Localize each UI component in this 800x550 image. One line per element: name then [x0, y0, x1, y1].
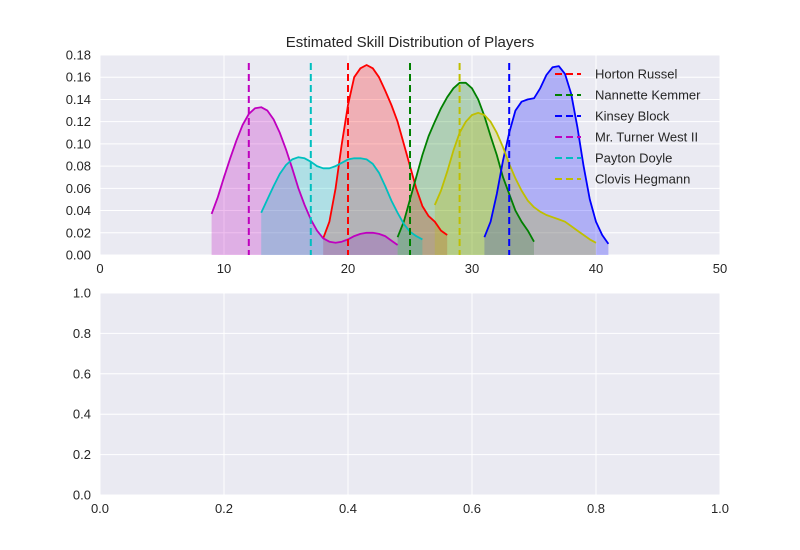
y-tick-label: 0.6 [73, 366, 91, 381]
y-tick-label: 0.12 [66, 114, 91, 129]
y-tick-label: 0.0 [73, 488, 91, 503]
x-tick-label: 0 [96, 261, 103, 276]
x-tick-label: 0.2 [215, 501, 233, 516]
legend-label: Clovis Hegmann [595, 172, 690, 187]
y-tick-label: 0.08 [66, 159, 91, 174]
x-tick-label: 1.0 [711, 501, 729, 516]
top-subplot: 0 10 20 30 40 50 0.00 0.02 0.04 0.06 0.08 0.10 0.12… [66, 34, 728, 276]
series-line-horton-russel [322, 64, 448, 239]
legend-item: Clovis Hegmann [555, 172, 690, 187]
x-tick-label: 0.4 [339, 501, 357, 516]
y-tick-label: 1.0 [73, 286, 91, 301]
y-tick-label: 0.16 [66, 70, 91, 85]
series-line-clovis-hegmann [433, 111, 597, 244]
series-area-payton-doyle [261, 157, 423, 255]
legend-label: Payton Doyle [595, 151, 672, 166]
legend-item: Payton Doyle [555, 151, 672, 166]
legend-item: Nannette Kemmer [555, 88, 701, 103]
y-tick-label: 0.06 [66, 181, 91, 196]
legend-label: Nannette Kemmer [595, 88, 701, 103]
legend-label: Kinsey Block [595, 109, 670, 124]
legend-item: Horton Russel [555, 67, 677, 82]
x-tick-label: 30 [465, 261, 479, 276]
y-tick-label: 0.2 [73, 447, 91, 462]
series-area-clovis-hegmann [434, 112, 596, 255]
series-area-mr-turner-west-ii [211, 107, 398, 255]
bottom-y-tick-labels: 0.0 0.2 0.4 0.6 0.8 1.0 [73, 286, 91, 503]
legend-label: Mr. Turner West II [595, 130, 698, 145]
y-tick-label: 0.00 [66, 248, 91, 263]
bottom-x-tick-labels: 0.0 0.2 0.4 0.6 0.8 1.0 [91, 501, 729, 516]
series-area-nannette-kemmer [397, 82, 534, 255]
y-tick-label: 0.04 [66, 203, 91, 218]
bottom-plot-area [100, 293, 720, 495]
top-mean-lines [247, 63, 511, 255]
legend-item: Mr. Turner West II [555, 130, 698, 145]
top-series-group [210, 64, 610, 255]
series-line-nannette-kemmer [396, 81, 535, 243]
series-line-payton-doyle [260, 156, 423, 241]
x-tick-label: 10 [217, 261, 231, 276]
x-tick-label: 0.0 [91, 501, 109, 516]
x-tick-label: 0.8 [587, 501, 605, 516]
series-line-mr-turner-west-ii [210, 106, 399, 246]
x-tick-label: 0.6 [463, 501, 481, 516]
legend-item: Kinsey Block [555, 109, 670, 124]
y-tick-label: 0.14 [66, 92, 91, 107]
x-tick-label: 40 [589, 261, 603, 276]
y-tick-label: 0.10 [66, 136, 91, 151]
series-area-horton-russel [323, 65, 448, 255]
y-tick-label: 0.8 [73, 326, 91, 341]
y-tick-label: 0.02 [66, 225, 91, 240]
top-y-tick-labels: 0.00 0.02 0.04 0.06 0.08 0.10 0.12 0.14 0.16 0.18 [66, 48, 91, 263]
bottom-grid [99, 292, 721, 496]
bottom-subplot: 0.0 0.2 0.4 0.6 0.8 1.0 0.0 0.2 0.4 0.6 0.8 1.0 [73, 286, 729, 517]
y-tick-label: 0.4 [73, 407, 91, 422]
y-tick-label: 0.18 [66, 48, 91, 63]
legend-label: Horton Russel [595, 67, 677, 82]
x-tick-label: 20 [341, 261, 355, 276]
x-tick-label: 50 [713, 261, 727, 276]
chart-title: Estimated Skill Distribution of Players [286, 34, 534, 51]
legend: Horton Russel Nannette Kemmer Kinsey Block… [555, 67, 701, 187]
top-x-tick-labels: 0 10 20 30 40 50 [96, 261, 727, 276]
